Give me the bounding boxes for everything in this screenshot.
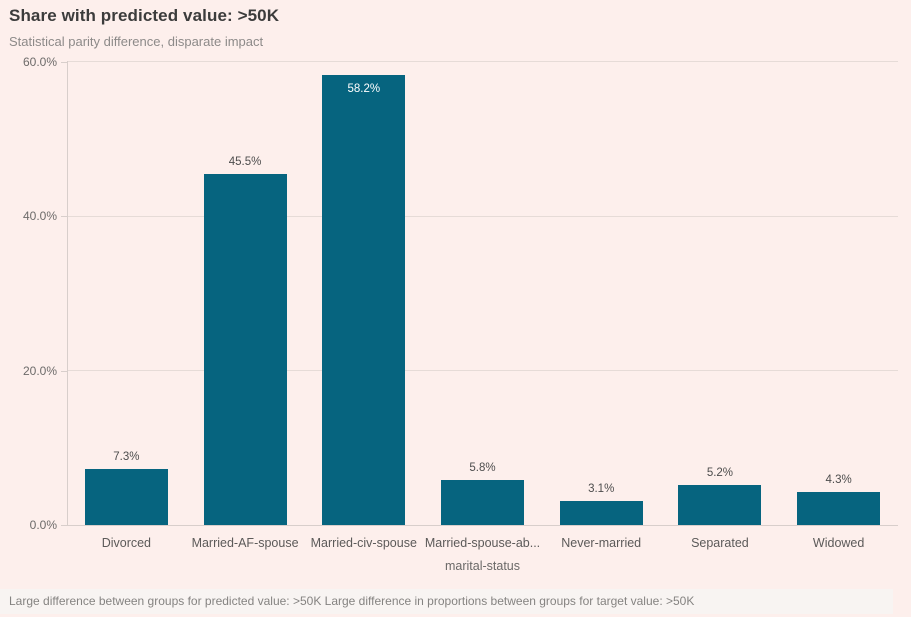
y-axis-tick: [61, 370, 67, 372]
chart-subtitle: Statistical parity difference, disparate…: [9, 34, 264, 49]
gridline-60.0%: [67, 61, 898, 62]
gridline-20.0%: [67, 370, 898, 371]
y-axis-tick: [61, 216, 67, 217]
x-axis-category-label-married-spouse-ab: Married-spouse-ab...: [424, 536, 541, 550]
x-axis-category-label-divorced: Divorced: [101, 536, 152, 550]
x-axis-line: [67, 525, 898, 526]
bar-value-label: 7.3%: [113, 450, 140, 463]
y-axis-line: [67, 61, 68, 525]
x-axis-category-label-never-married: Never-married: [561, 536, 642, 550]
y-axis-tick-label: 20.0%: [22, 363, 57, 378]
bar-value-label: 5.8%: [469, 462, 496, 475]
bar-value-label: 3.1%: [588, 483, 615, 496]
footer-message-bar: Large difference between groups for pred…: [0, 589, 893, 614]
bar-married-af-spouse[interactable]: [203, 173, 287, 525]
y-axis-tick-label: 40.0%: [22, 209, 57, 223]
bar-separated[interactable]: [678, 484, 762, 525]
bar-widowed[interactable]: [797, 491, 881, 525]
bar-married-spouse-ab[interactable]: [441, 480, 524, 525]
x-axis-category-label-widowed: Widowed: [812, 536, 865, 550]
bar-value-label: 5.2%: [706, 466, 734, 479]
chart-header: Share with predicted value: >50K Statist…: [9, 6, 901, 49]
x-axis-category-label-separated: Separated: [691, 536, 749, 550]
bar-never-married[interactable]: [559, 501, 643, 525]
y-axis-tick: [61, 525, 67, 526]
chart-title: Share with predicted value: >50K: [9, 6, 280, 25]
bar-married-civ-spouse[interactable]: [322, 75, 406, 525]
bar-value-label: 4.3%: [825, 473, 852, 486]
y-axis-tick: [61, 61, 67, 63]
x-axis-category-label-married-af-spouse: Married-AF-spouse: [191, 536, 299, 550]
footer-message: Large difference between groups for pred…: [9, 594, 695, 608]
bar-value-label: 45.5%: [228, 155, 262, 168]
x-axis-title: marital-status: [444, 559, 521, 573]
bar-value-label: 58.2%: [347, 83, 381, 96]
gridline-40.0%: [67, 215, 898, 217]
x-axis-category-label-married-civ-spouse: Married-civ-spouse: [310, 536, 417, 550]
bar-divorced[interactable]: [84, 468, 168, 525]
y-axis-tick-label: 60.0%: [22, 54, 57, 69]
y-axis-tick-label: 0.0%: [29, 518, 57, 532]
